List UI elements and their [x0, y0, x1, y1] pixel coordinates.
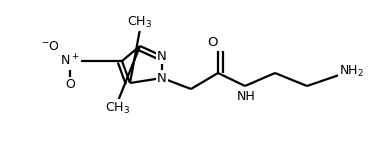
Text: NH: NH — [237, 89, 255, 102]
Text: O: O — [208, 36, 218, 49]
Text: O: O — [65, 78, 75, 91]
Text: CH$_3$: CH$_3$ — [105, 100, 131, 115]
Text: NH$_2$: NH$_2$ — [339, 64, 363, 79]
Text: CH$_3$: CH$_3$ — [127, 14, 152, 29]
Text: $^{-}$O: $^{-}$O — [41, 40, 60, 53]
Text: N: N — [157, 49, 167, 62]
Text: N$^+$: N$^+$ — [60, 53, 80, 69]
Text: N: N — [157, 72, 167, 85]
